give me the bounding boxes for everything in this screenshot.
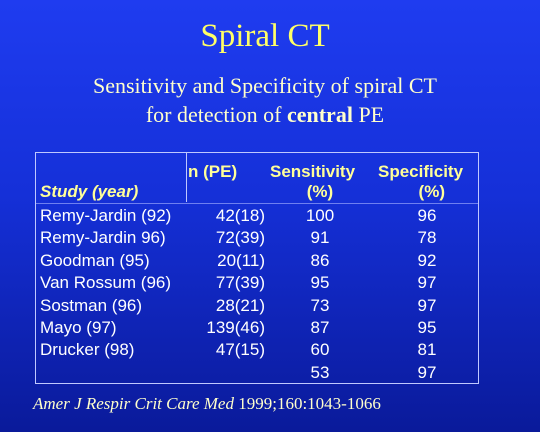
study-cell: Remy-Jardin (92) [40,206,172,225]
sensitivity-cell: 100 [305,206,335,225]
header-specificity: Specificity [378,162,464,181]
specificity-cell: 81 [417,340,437,360]
header-sensitivity: Sensitivity [270,162,356,181]
subtitle-line: Sensitivity and Specificity of spiral CT [92,73,437,98]
header-n: n (PE) [188,162,238,181]
subtitle-bold: central [286,102,353,127]
specificity-cell: 97 [417,362,437,382]
sensitivity-cell: 86 [310,250,330,270]
title: Spiral CT [200,18,330,54]
specificity-cell: 78 [417,228,437,248]
specificity-cell: 96 [417,206,437,225]
citation-ref: 1999;160:1043-1066 [238,394,381,413]
n-cell: 47(15) [215,340,265,360]
citation: Amer J Respir Crit Care Med 1999;160:104… [33,394,381,414]
specificity-cell: 95 [417,318,437,337]
header-sensitivity-unit: (%) [306,182,334,201]
sensitivity-cell: 73 [310,295,330,315]
table-frame [35,152,479,384]
table-rule [36,203,478,204]
sensitivity-cell: 53 [310,362,330,382]
study-cell: Van Rossum (96) [40,273,172,293]
n-cell: 42(18) [215,206,265,225]
specificity-cell: 97 [417,295,437,315]
subtitle-text: for detection of [145,102,282,127]
n-cell: 77(39) [215,273,265,293]
specificity-cell: 97 [417,273,437,293]
specificity-cell: 92 [417,250,437,270]
sensitivity-cell: 87 [310,318,330,337]
subtitle-text: PE [358,102,385,127]
subtitle-line: for detection of central PE [0,102,530,128]
n-cell: 72(39) [215,228,265,248]
study-cell: Goodman (95) [40,250,150,270]
study-cell: Remy-Jardin 96) [40,228,166,248]
n-cell: 20(11) [217,250,265,270]
study-cell: Drucker (98) [40,340,135,360]
citation-journal: Amer J Respir Crit Care Med [33,394,234,413]
sensitivity-cell: 60 [310,340,330,360]
n-cell: 139(46) [206,318,265,337]
header-study: Study (year) [40,182,139,201]
sensitivity-cell: 95 [310,273,330,293]
header-specificity-unit: (%) [418,182,445,201]
n-cell: 28(21) [215,295,265,315]
study-cell: Sostman (96) [40,295,143,315]
sensitivity-cell: 91 [310,228,330,248]
table-rule [186,152,187,202]
study-cell: Mayo (97) [40,318,117,337]
